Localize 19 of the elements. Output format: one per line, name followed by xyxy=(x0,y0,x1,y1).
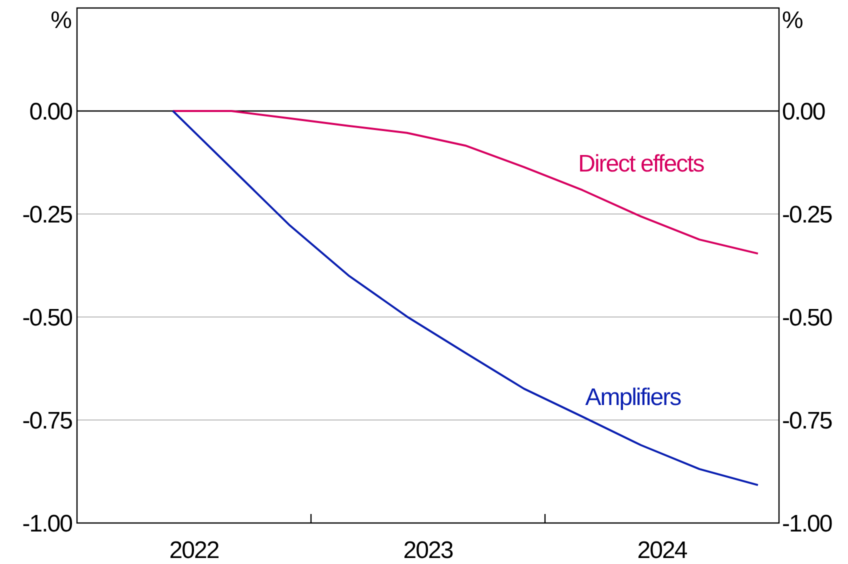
y-tick-label: -0.75 xyxy=(22,407,73,434)
y-tick-label: -0.50 xyxy=(22,304,73,332)
y2-tick-label: -0.25 xyxy=(782,201,832,228)
y2-axis-title: % xyxy=(782,7,804,34)
line-series xyxy=(172,110,759,486)
y2-tick-label: 0.00 xyxy=(782,98,826,126)
y-tick-label: -1.00 xyxy=(22,510,73,538)
y-axis-title: % xyxy=(50,7,72,34)
series-label: Amplifiers xyxy=(585,384,682,412)
y2-tick-label: -1.00 xyxy=(782,510,832,538)
y2-tick-label: -0.75 xyxy=(782,407,832,434)
y-tick-label: 0.00 xyxy=(29,98,73,126)
x-tick-label: 2024 xyxy=(637,537,688,564)
x-tick-label: 2022 xyxy=(169,537,220,564)
series-label: Direct effects xyxy=(578,150,705,178)
line-series xyxy=(172,110,759,255)
x-tick-label: 2023 xyxy=(403,537,454,564)
y2-tick-label: -0.50 xyxy=(782,304,832,332)
y-tick-label: -0.25 xyxy=(22,201,73,228)
